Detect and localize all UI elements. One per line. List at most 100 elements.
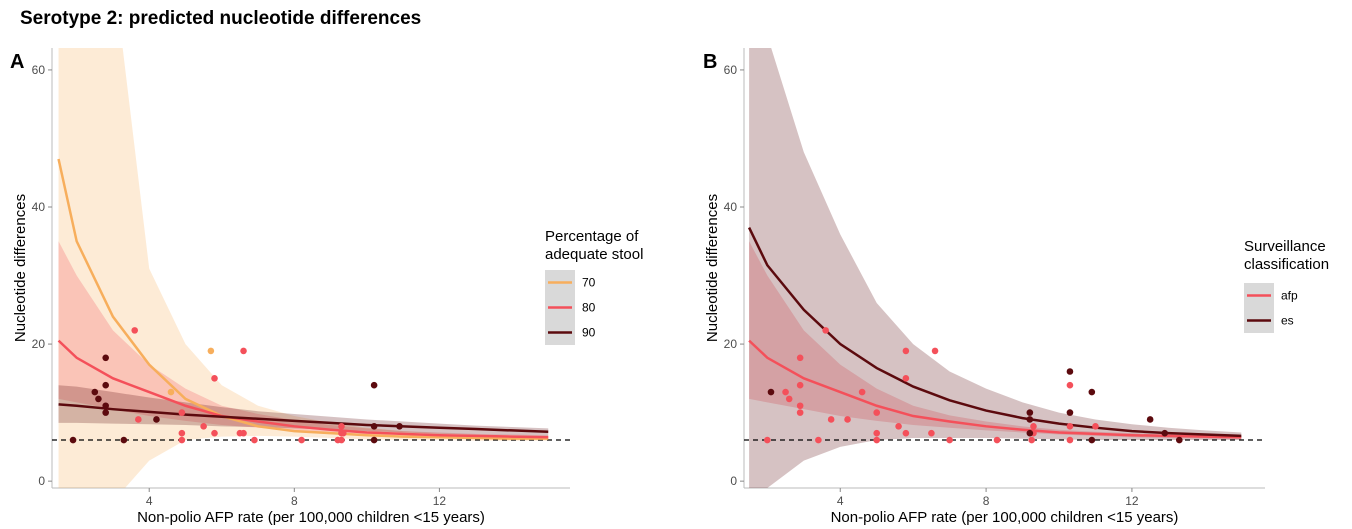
data-point: [785, 395, 793, 403]
y-tick-label: 0: [730, 474, 737, 488]
data-point: [902, 375, 910, 382]
legend-title: Percentage of adequate stool: [545, 228, 644, 263]
data-point: [858, 388, 866, 396]
data-point: [827, 416, 835, 423]
data-point: [928, 429, 935, 437]
data-point: [120, 436, 128, 444]
fit-line: [58, 403, 549, 434]
data-point: [102, 402, 109, 410]
data-point: [370, 423, 378, 430]
panel-label: B: [703, 51, 717, 73]
data-point: [135, 416, 142, 423]
data-point: [796, 409, 804, 416]
data-point: [1026, 416, 1034, 423]
data-point: [796, 381, 804, 389]
data-point: [782, 388, 789, 396]
data-point: [251, 436, 258, 444]
y-tick-label: 0: [38, 474, 45, 488]
data-point: [1161, 429, 1169, 437]
y-tick-label: 40: [724, 200, 738, 214]
fit-line: [57, 158, 549, 440]
x-tick-label: 4: [837, 494, 844, 508]
data-point: [1088, 436, 1096, 444]
data-point: [873, 409, 881, 416]
plot-area: [744, 48, 1265, 488]
x-tick-label: 8: [291, 494, 298, 508]
data-point: [211, 429, 218, 437]
data-point: [993, 436, 1001, 444]
y-tick-label: 20: [32, 337, 46, 351]
confidence-band: [58, 241, 549, 440]
data-point: [298, 436, 305, 444]
legend-label: afp: [1281, 289, 1298, 303]
data-point: [1028, 436, 1035, 444]
data-point: [1092, 423, 1099, 430]
data-point: [946, 436, 953, 444]
y-axis-label: Nucleotide differences: [704, 194, 721, 342]
legend-background: [1244, 283, 1274, 333]
x-tick-label: 4: [146, 494, 153, 508]
data-point: [1026, 409, 1034, 416]
data-point: [338, 436, 345, 444]
data-point: [370, 381, 378, 389]
data-point: [102, 381, 109, 389]
data-point: [131, 327, 139, 334]
data-point: [91, 388, 99, 396]
data-point: [396, 423, 403, 430]
data-point: [1066, 368, 1074, 375]
data-point: [873, 436, 881, 444]
data-point: [844, 416, 851, 423]
data-point: [1030, 423, 1037, 430]
data-point: [178, 436, 186, 444]
data-point: [240, 347, 247, 355]
confidence-band: [749, 241, 1242, 440]
data-point: [796, 402, 804, 410]
data-point: [69, 436, 77, 444]
y-tick-label: 60: [724, 63, 738, 77]
data-point: [1088, 388, 1096, 396]
legend-label: 90: [582, 326, 596, 340]
chart-title: Serotype 2: predicted nucleotide differe…: [20, 8, 421, 29]
legend-title: Surveillance classification: [1244, 238, 1330, 273]
data-point: [339, 429, 347, 437]
data-point: [873, 429, 881, 437]
data-point: [796, 354, 804, 362]
x-axis-label: Non-polio AFP rate (per 100,000 children…: [831, 509, 1179, 526]
data-point: [1066, 423, 1074, 430]
y-tick-label: 20: [724, 337, 738, 351]
data-point: [767, 388, 775, 396]
data-point: [95, 395, 102, 403]
y-tick-label: 40: [32, 200, 46, 214]
data-point: [902, 429, 910, 437]
data-point: [211, 375, 218, 382]
x-tick-label: 8: [983, 494, 990, 508]
data-point: [764, 436, 771, 444]
data-point: [1066, 436, 1074, 444]
confidence-band: [58, 48, 549, 488]
panel-label: A: [10, 51, 24, 73]
y-tick-label: 60: [32, 63, 46, 77]
data-point: [102, 354, 109, 362]
data-point: [1146, 416, 1154, 423]
data-point: [1026, 429, 1034, 437]
data-point: [1176, 436, 1183, 444]
x-tick-label: 12: [1125, 494, 1139, 508]
fit-line: [747, 227, 1242, 438]
legend-label: es: [1281, 314, 1294, 328]
legend-label: 80: [582, 301, 596, 315]
x-axis-label: Non-polio AFP rate (per 100,000 children…: [137, 509, 485, 526]
data-point: [240, 429, 247, 437]
data-point: [207, 347, 215, 355]
fit-line: [57, 339, 549, 439]
data-point: [1066, 409, 1074, 416]
data-point: [178, 409, 186, 416]
confidence-band: [749, 48, 1242, 488]
data-point: [1066, 381, 1074, 389]
data-point: [370, 436, 378, 444]
data-point: [153, 416, 160, 423]
confidence-band: [58, 385, 549, 436]
x-tick-label: 12: [433, 494, 447, 508]
data-point: [338, 423, 345, 430]
